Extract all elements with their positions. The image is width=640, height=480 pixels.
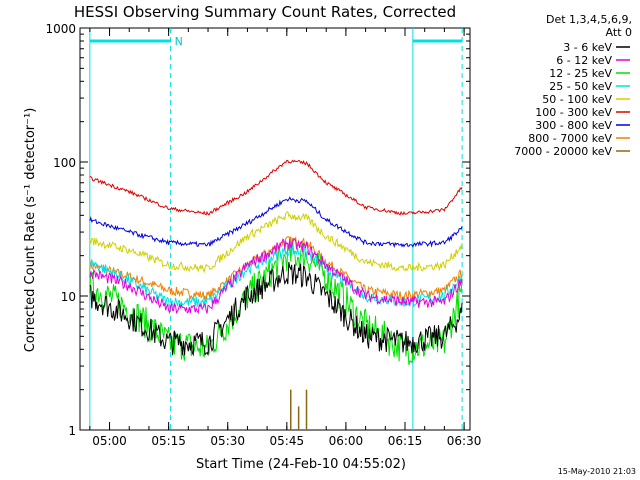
legend-label: 50 - 100 keV — [542, 93, 612, 106]
y-tick-label: 10 — [61, 290, 76, 304]
x-tick-label: 05:30 — [210, 434, 245, 448]
x-tick-label: 05:45 — [270, 434, 305, 448]
series-line-6-12-kev — [89, 238, 463, 315]
y-tick-label: 1000 — [45, 22, 76, 36]
legend-label: 6 - 12 keV — [556, 54, 612, 67]
legend-header-line-1: Det 1,3,4,5,6,9, — [546, 13, 632, 26]
x-tick-label: 05:00 — [92, 434, 127, 448]
y-tick-label: 1 — [68, 424, 76, 438]
series-line-100-300-kev — [89, 159, 463, 216]
y-axis-label: Corrected Count Rate (s⁻¹ detector⁻¹) — [23, 108, 38, 353]
night-marker-label: N — [175, 35, 183, 48]
plot-content: N 1 10 100 1000 05:00 05:15 05:30 05:45 06:00 06:1… — [45, 22, 630, 448]
series-line-50-100-kev — [89, 211, 463, 274]
legend-label: 800 - 7000 keV — [528, 132, 612, 145]
legend-label: 12 - 25 keV — [549, 67, 612, 80]
plot-frame — [79, 27, 471, 431]
legend-label: 300 - 800 keV — [535, 119, 612, 132]
legend-label: 100 - 300 keV — [535, 106, 612, 119]
x-tick-label: 05:15 — [151, 434, 186, 448]
x-tick-label: 06:00 — [329, 434, 364, 448]
chart-title: HESSI Observing Summary Count Rates, Cor… — [74, 3, 456, 21]
x-axis-label: Start Time (24-Feb-10 04:55:02) — [196, 457, 406, 472]
timestamp: 15-May-2010 21:03 — [558, 467, 636, 476]
legend-label: 7000 - 20000 keV — [514, 145, 612, 158]
series-line-300-800-kev — [89, 196, 463, 249]
y-tick-label: 100 — [53, 156, 76, 170]
legend-label: 25 - 50 keV — [549, 80, 612, 93]
x-tick-label: 06:15 — [388, 434, 423, 448]
series-line-3-6-kev — [89, 262, 463, 357]
x-tick-label: 06:30 — [447, 434, 482, 448]
legend-header-line-2: Att 0 — [606, 26, 632, 39]
legend-label: 3 - 6 keV — [563, 41, 612, 54]
